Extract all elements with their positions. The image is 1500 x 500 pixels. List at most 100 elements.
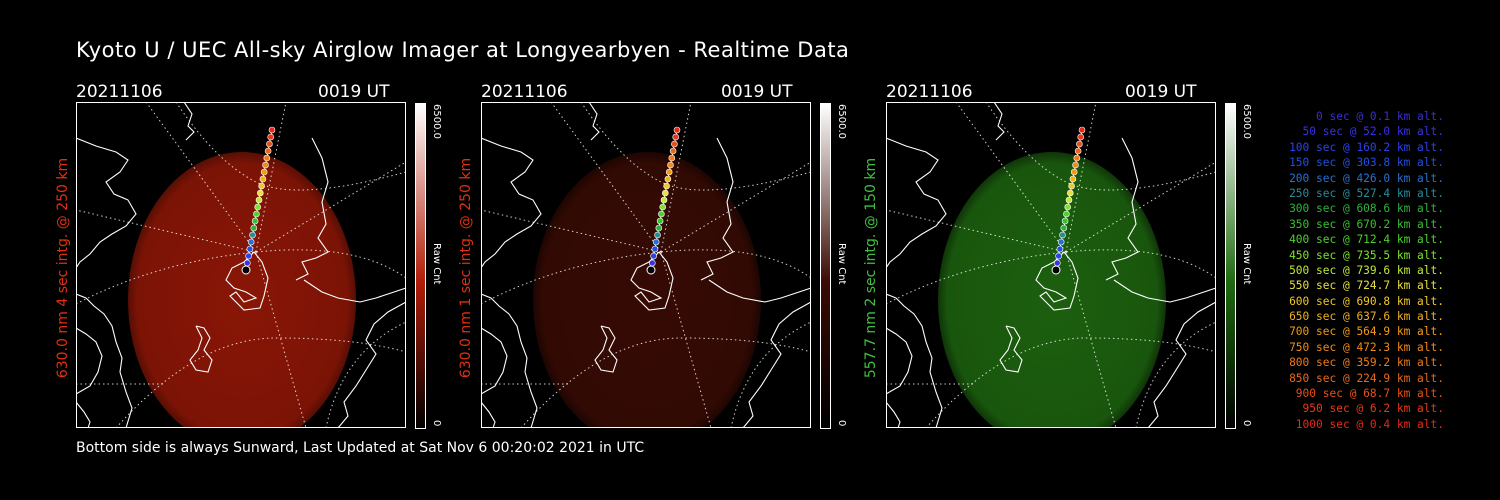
trajectory-point <box>1057 238 1065 246</box>
panel-ylabel: 557.7 nm 2 sec intg. @ 150 km <box>863 157 879 379</box>
coastline <box>481 293 538 428</box>
coastline <box>303 279 407 303</box>
trajectory-point <box>1074 147 1082 155</box>
grid-line <box>660 251 712 428</box>
airglow-disk <box>533 152 761 428</box>
legend-time: 700 sec <box>1289 325 1337 339</box>
legend-altitude: 0.4 km alt. <box>1369 417 1444 431</box>
airglow-disk <box>128 152 356 428</box>
legend-row: 350 sec @ 670.2 km alt. <box>1289 217 1444 231</box>
trajectory-point <box>658 210 665 218</box>
legend-row: 500 sec @ 739.6 km alt. <box>1289 263 1444 277</box>
coastline <box>886 293 943 428</box>
coastline <box>1105 137 1139 281</box>
coastline <box>76 327 103 395</box>
legend-altitude: 735.5 km alt. <box>1356 248 1444 262</box>
trajectory-point <box>656 217 664 225</box>
legend-row: 850 sec @ 224.9 km alt. <box>1289 371 1444 385</box>
coastline <box>76 137 137 269</box>
coastline <box>999 325 1023 373</box>
colorbar <box>1225 103 1236 429</box>
trajectory-legend: 0 sec @ 0.1 km alt. 50 sec @ 52.0 km alt.… <box>1262 109 1444 432</box>
trajectory-point <box>244 259 251 267</box>
grid-line <box>660 102 692 253</box>
trajectory-point <box>663 182 670 190</box>
legend-time: 100 sec <box>1289 140 1337 154</box>
trajectory-point <box>262 161 269 169</box>
legend-altitude: 224.9 km alt. <box>1356 371 1444 385</box>
legend-altitude: 670.2 km alt. <box>1356 217 1444 231</box>
coastline <box>225 251 269 311</box>
legend-row: 950 sec @ 6.2 km alt. <box>1302 402 1444 416</box>
grid-line <box>1135 321 1217 428</box>
legend-altitude: 739.6 km alt. <box>1356 263 1444 277</box>
trajectory-point <box>668 154 676 162</box>
legend-row: 0 sec @ 0.1 km alt. <box>1316 110 1444 123</box>
grid-line <box>1065 102 1097 253</box>
grid-line <box>730 321 812 428</box>
trajectory-point <box>268 126 276 134</box>
trajectory-point <box>651 245 659 253</box>
legend-time: 800 sec <box>1289 356 1337 370</box>
panel-date: 20211106 <box>76 82 163 102</box>
panel-time: 0019 UT <box>318 82 390 102</box>
legend-time: 200 sec <box>1289 171 1337 185</box>
legend-time: 0 sec <box>1316 110 1350 123</box>
map-frame <box>481 102 811 428</box>
legend-altitude: 0.1 km alt. <box>1369 110 1444 123</box>
legend-time: 450 sec <box>1289 248 1337 262</box>
grid-line <box>255 102 287 253</box>
panel-ylabel: 630.0 nm 1 sec intg. @ 250 km <box>458 157 474 379</box>
legend-row: 50 sec @ 52.0 km alt. <box>1302 125 1444 139</box>
legend-altitude: 527.4 km alt. <box>1356 186 1444 200</box>
grid-line <box>886 249 1217 305</box>
trajectory-point <box>1065 196 1073 204</box>
coastline <box>742 301 812 428</box>
colorbar-unit-label: Raw Cnt <box>836 243 847 285</box>
trajectory-point <box>672 133 679 141</box>
grid-line <box>481 249 812 305</box>
legend-time: 550 sec <box>1289 279 1337 293</box>
grid-line <box>115 337 407 428</box>
trajectory-point <box>1059 231 1066 239</box>
grid-line <box>255 251 307 428</box>
trajectory-point <box>254 203 261 211</box>
legend-time: 150 sec <box>1289 156 1337 170</box>
coastline <box>886 137 947 269</box>
trajectory-point <box>264 147 272 155</box>
legend-row: 900 sec @ 68.7 km alt. <box>1295 387 1444 401</box>
trajectory-point <box>654 231 661 239</box>
trajectory-point <box>1076 140 1083 148</box>
legend-time: 600 sec <box>1289 294 1337 308</box>
colorbar <box>415 103 426 429</box>
trajectory-point <box>250 224 258 232</box>
trajectory-point <box>649 259 656 267</box>
trajectory-point <box>255 196 263 204</box>
panel-ylabel: 630.0 nm 4 sec intg. @ 250 km <box>55 157 71 379</box>
colorbar <box>820 103 831 429</box>
colorbar-min-label: 0 <box>1241 420 1252 427</box>
trajectory-point <box>655 224 663 232</box>
colorbar-min-label: 0 <box>431 420 442 427</box>
trajectory-point <box>1063 210 1070 218</box>
trajectory-point <box>1054 259 1061 267</box>
coastline <box>886 401 901 428</box>
trajectory-point <box>245 252 252 260</box>
legend-time: 900 sec <box>1295 387 1343 401</box>
trajectory-point <box>266 140 273 148</box>
allsky-map <box>481 102 812 428</box>
coastline <box>481 327 508 395</box>
trajectory-point <box>257 189 264 197</box>
trajectory-point <box>260 168 268 176</box>
trajectory-point <box>1056 245 1064 253</box>
trajectory-point <box>659 203 666 211</box>
coastline <box>76 293 133 428</box>
trajectory-point <box>669 147 677 155</box>
trajectory-point <box>673 126 681 134</box>
legend-row: 650 sec @ 637.6 km alt. <box>1289 310 1444 324</box>
colorbar-max-label: 6500.0 <box>431 104 442 139</box>
trajectory-point <box>671 140 678 148</box>
grid-line <box>76 209 257 253</box>
legend-row: 700 sec @ 564.9 km alt. <box>1289 325 1444 339</box>
trajectory-point <box>258 182 265 190</box>
